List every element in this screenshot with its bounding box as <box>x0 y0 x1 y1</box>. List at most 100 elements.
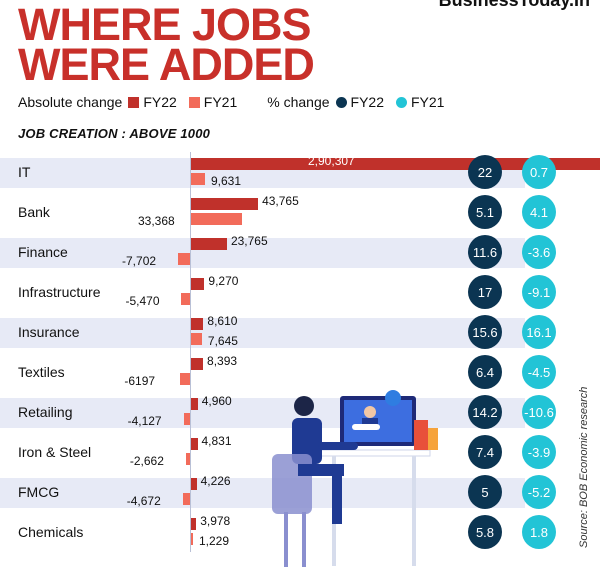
row-band <box>0 318 525 348</box>
legend-pct-label: % change <box>267 94 330 110</box>
pct-circle-fy21: 0.7 <box>522 155 556 189</box>
value-label-fy21: -5,470 <box>125 294 160 308</box>
category-label: Bank <box>18 204 50 220</box>
value-label-fy21: 33,368 <box>138 214 175 228</box>
pct-circle-fy21: -3.6 <box>522 235 556 269</box>
row-band <box>0 398 525 428</box>
bar-fy22 <box>190 278 205 290</box>
category-label: Iron & Steel <box>18 444 92 460</box>
legend-swatch-pct-fy22 <box>335 96 347 108</box>
pct-circle-fy21: -4.5 <box>522 355 556 389</box>
legend-swatch-pct-fy21 <box>396 96 407 108</box>
pct-circle-fy22: 22 <box>468 155 502 189</box>
bar-fy22 <box>190 478 197 490</box>
bar-fy21 <box>190 533 193 545</box>
legend-abs-fy21-label: FY21 <box>203 94 238 110</box>
category-label: Textiles <box>18 364 65 380</box>
bar-fy21 <box>190 333 202 345</box>
legend-pct-fy21-label: FY21 <box>411 94 445 110</box>
chart-subtitle: JOB CREATION : ABOVE 1000 <box>18 126 211 141</box>
pct-circle-fy22: 5 <box>468 475 502 509</box>
pct-circle-fy22: 14.2 <box>468 395 502 429</box>
pct-circle-fy22: 5.1 <box>468 195 502 229</box>
value-label-fy22: 23,765 <box>230 234 268 248</box>
value-label-fy21: -2,662 <box>129 454 164 468</box>
bar-fy21 <box>178 253 190 265</box>
value-label-fy21: 1,229 <box>199 534 230 548</box>
value-label-fy21: -4,127 <box>127 414 162 428</box>
legend-abs-fy22: FY22 <box>128 94 177 110</box>
value-label-fy21: -4,672 <box>126 494 161 508</box>
value-label-fy22: 8,610 <box>207 314 238 328</box>
chart-row: Infrastructure 9,270 -5,470 17 -9.1 <box>0 272 600 312</box>
chart-row: Iron & Steel 4,831 -2,662 7.4 -3.9 <box>0 432 600 472</box>
bar-fy21 <box>190 173 205 185</box>
chart-area: IT 2,90,307 9,631 22 0.7 Bank 43,765 33,368 5.1 4… <box>0 152 600 552</box>
legend-absolute-label: Absolute change <box>18 94 123 110</box>
category-label: Retailing <box>18 404 73 420</box>
bar-fy21 <box>185 453 190 465</box>
chart-row: Textiles 8,393 -6197 6.4 -4.5 <box>0 352 600 392</box>
bar-fy21 <box>190 213 242 225</box>
chart-row: IT 2,90,307 9,631 22 0.7 <box>0 152 600 192</box>
value-label-fy22: 4,960 <box>201 394 232 408</box>
pct-circle-fy21: 16.1 <box>522 315 556 349</box>
title-line-2: WERE ADDED <box>18 39 315 90</box>
chart-row: FMCG 4,226 -4,672 5 -5.2 <box>0 472 600 512</box>
source-note: Source: BOB Economic research <box>578 386 590 548</box>
pct-circle-fy22: 15.6 <box>468 315 502 349</box>
value-label-fy21: 9,631 <box>210 174 241 188</box>
bar-fy22 <box>190 358 204 370</box>
pct-circle-fy22: 17 <box>468 275 502 309</box>
bar-fy22 <box>190 238 227 250</box>
bar-fy22 <box>190 318 204 330</box>
legend-pct-fy22-label: FY22 <box>350 94 384 110</box>
pct-circle-fy21: -10.6 <box>522 395 556 429</box>
bar-fy21 <box>182 493 190 505</box>
row-band <box>0 478 525 508</box>
bar-fy21 <box>181 293 190 305</box>
value-label-fy22: 8,393 <box>207 354 238 368</box>
legend: Absolute change FY22 FY21 % change FY22 … <box>18 94 456 110</box>
category-label: IT <box>18 164 31 180</box>
row-band <box>0 238 525 268</box>
legend-abs-fy22-label: FY22 <box>143 94 177 110</box>
bar-fy22 <box>190 398 198 410</box>
category-label: Insurance <box>18 324 80 340</box>
pct-circle-fy21: -3.9 <box>522 435 556 469</box>
chart-row: Chemicals 3,978 1,229 5.8 1.8 <box>0 512 600 552</box>
bar-fy22 <box>190 438 198 450</box>
pct-circle-fy21: 1.8 <box>522 515 556 549</box>
bar-fy21 <box>183 413 190 425</box>
legend-swatch-abs-fy21 <box>188 96 200 108</box>
category-label: FMCG <box>18 484 60 500</box>
chart-row: Bank 43,765 33,368 5.1 4.1 <box>0 192 600 232</box>
pct-circle-fy22: 7.4 <box>468 435 502 469</box>
chart-row: Retailing 4,960 -4,127 14.2 -10.6 <box>0 392 600 432</box>
pct-circle-fy22: 6.4 <box>468 355 502 389</box>
legend-abs-fy21: FY21 <box>188 94 238 110</box>
value-label-fy21: -6197 <box>124 374 156 388</box>
chart-row: Finance 23,765 -7,702 11.6 -3.6 <box>0 232 600 272</box>
office-worker-illustration <box>272 390 438 567</box>
brand-logo: BusinessToday.In <box>438 0 590 10</box>
value-label-fy22: 4,831 <box>201 434 232 448</box>
pct-circle-fy21: 4.1 <box>522 195 556 229</box>
value-label-fy22: 4,226 <box>200 474 231 488</box>
value-label-fy21: -7,702 <box>122 254 157 268</box>
value-label-fy22: 43,765 <box>262 194 299 208</box>
legend-pct-fy22: FY22 <box>335 94 384 110</box>
zero-axis-line <box>190 152 191 552</box>
bar-fy22 <box>190 518 197 530</box>
pct-circle-fy21: -5.2 <box>522 475 556 509</box>
legend-swatch-abs-fy22 <box>128 96 140 108</box>
value-label-fy22: 9,270 <box>208 274 239 288</box>
title-line-1: WHERE JOBS <box>18 0 312 50</box>
category-label: Infrastructure <box>18 284 101 300</box>
pct-circle-fy21: -9.1 <box>522 275 556 309</box>
bar-fy22 <box>190 198 259 210</box>
value-label-fy21: 7,645 <box>207 334 238 348</box>
category-label: Chemicals <box>18 524 84 540</box>
pct-circle-fy22: 5.8 <box>468 515 502 549</box>
page-title: WHERE JOBS WERE ADDED <box>18 0 315 90</box>
